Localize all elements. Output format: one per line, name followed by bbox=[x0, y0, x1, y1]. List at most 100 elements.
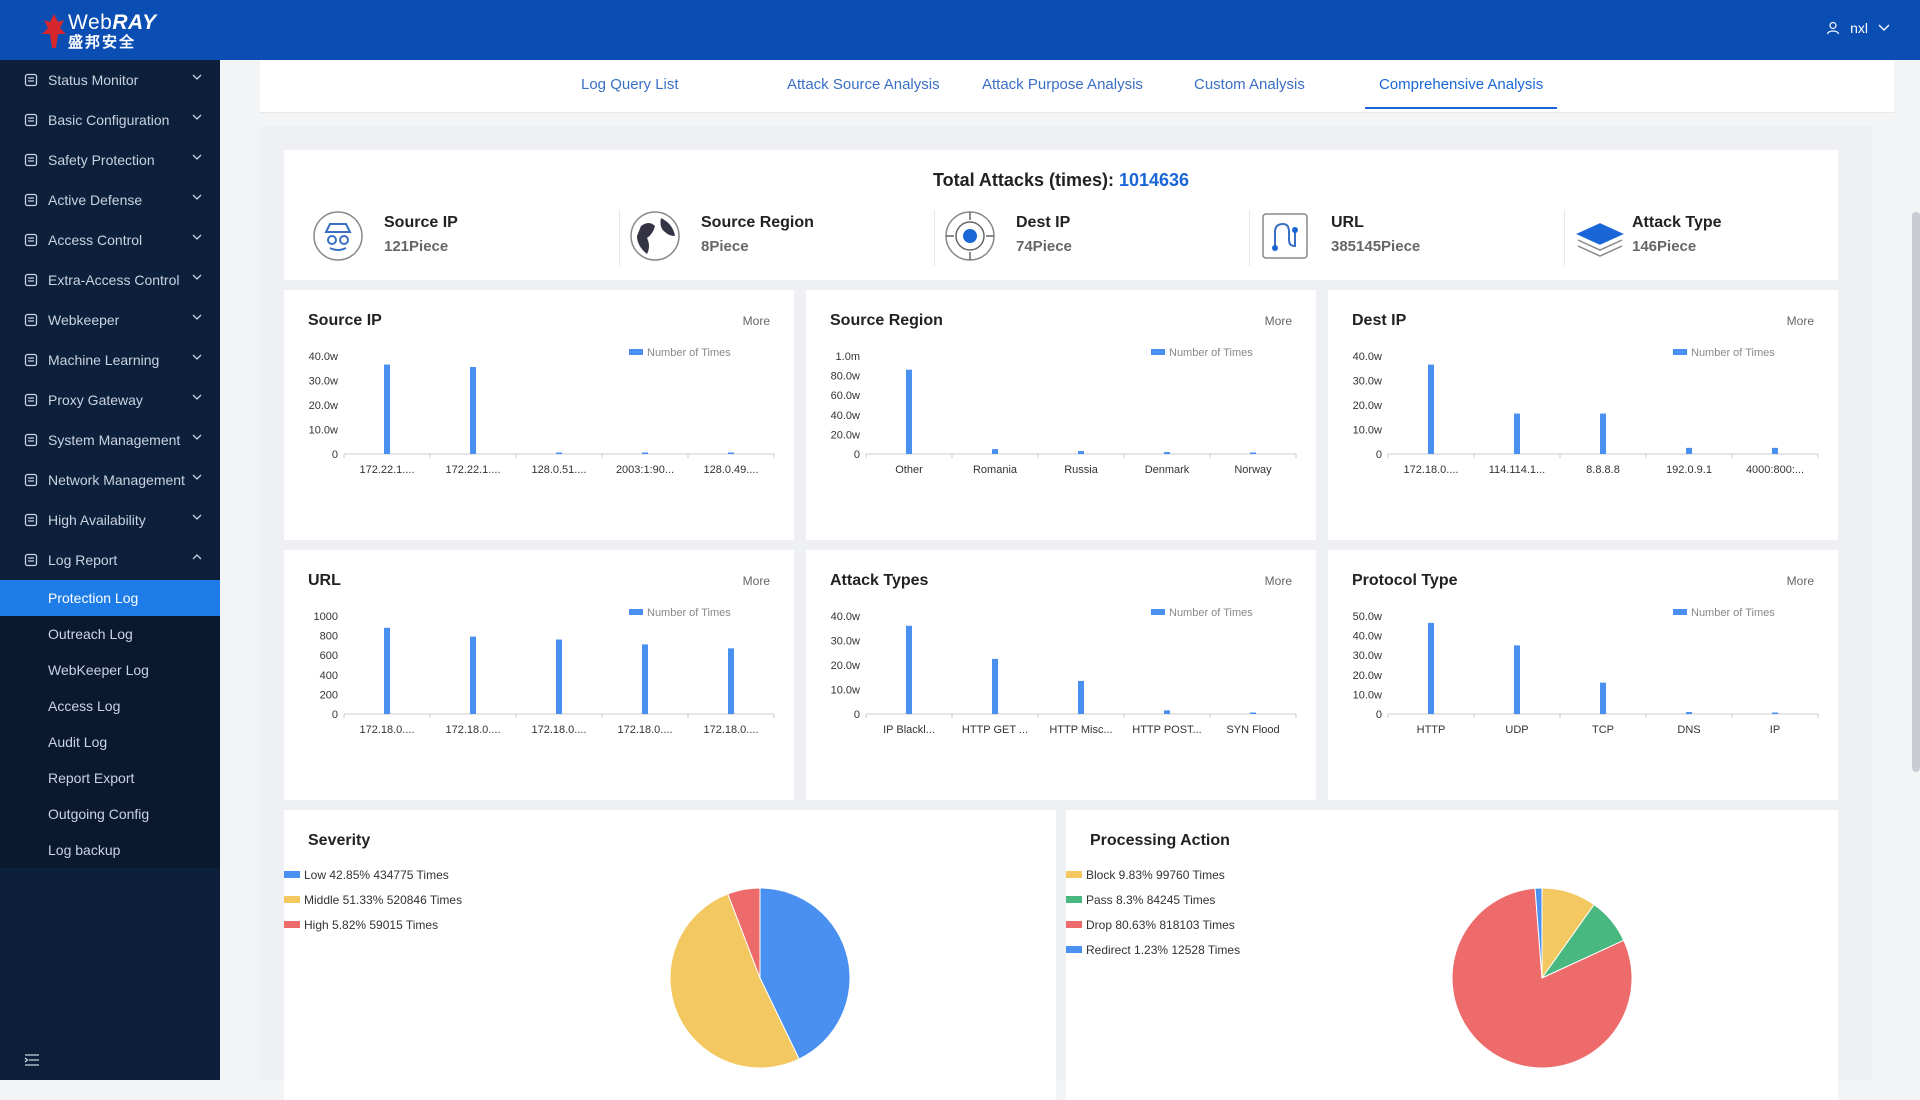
legend-label: Number of Times bbox=[1691, 607, 1775, 619]
x-tick-label: HTTP POST... bbox=[1132, 724, 1201, 736]
sidebar-item-log-report[interactable]: Log Report bbox=[0, 540, 220, 580]
submenu-item-access-log[interactable]: Access Log bbox=[48, 698, 121, 714]
gateway-icon bbox=[24, 393, 38, 407]
chevron-down-icon bbox=[1878, 24, 1890, 31]
y-tick-label: 400 bbox=[320, 670, 338, 682]
sidebar-item-system-management[interactable]: System Management bbox=[0, 420, 220, 460]
source-region-card: Source Region More Number of Times 0 20.0w… bbox=[806, 290, 1316, 540]
scrollbar-thumb[interactable] bbox=[1912, 212, 1920, 772]
x-tick-label: TCP bbox=[1592, 724, 1614, 736]
submenu-item-outgoing-config[interactable]: Outgoing Config bbox=[48, 806, 150, 822]
stat-label: Attack Type bbox=[1632, 214, 1722, 231]
bar bbox=[1600, 682, 1606, 714]
legend-item[interactable]: Block 9.83% 99760 Times bbox=[1066, 862, 1240, 887]
tab-comprehensive-analysis[interactable]: Comprehensive Analysis bbox=[1365, 76, 1558, 109]
legend-item[interactable]: Drop 80.63% 818103 Times bbox=[1066, 912, 1240, 937]
y-tick-label: 600 bbox=[320, 650, 338, 662]
sidebar-item-network-management[interactable]: Network Management bbox=[0, 460, 220, 500]
grid-icon bbox=[24, 233, 38, 247]
tab-custom-analysis[interactable]: Custom Analysis bbox=[1194, 76, 1305, 93]
tab-log-query-list[interactable]: Log Query List bbox=[581, 76, 679, 93]
sidebar-item-status-monitor[interactable]: Status Monitor bbox=[0, 60, 220, 100]
bar bbox=[642, 452, 648, 454]
layers-icon bbox=[1576, 223, 1624, 257]
system-icon bbox=[24, 433, 38, 447]
x-tick-label: UDP bbox=[1505, 724, 1528, 736]
more-link[interactable]: More bbox=[1264, 574, 1292, 588]
y-tick-label: 40.0w bbox=[1353, 351, 1382, 363]
stat-label: URL bbox=[1331, 214, 1364, 231]
bar bbox=[642, 644, 648, 714]
dest-ip-card: Dest IP More Number of Times 0 10.0w 20.0w 3… bbox=[1328, 290, 1838, 540]
collapse-sidebar-button[interactable] bbox=[24, 1053, 40, 1072]
y-tick-label: 10.0w bbox=[831, 685, 860, 697]
protocol-type-chart: Number of Times 0 10.0w 20.0w 30.0w 40.0w 50.0… bbox=[1353, 607, 1819, 736]
bar bbox=[384, 627, 390, 714]
bar bbox=[384, 364, 390, 454]
more-link[interactable]: More bbox=[1264, 314, 1292, 328]
legend-label: Number of Times bbox=[647, 347, 731, 359]
more-link[interactable]: More bbox=[1786, 574, 1814, 588]
sidebar-item-proxy-gateway[interactable]: Proxy Gateway bbox=[0, 380, 220, 420]
y-tick-label: 1.0m bbox=[836, 351, 860, 363]
bar bbox=[1514, 413, 1520, 454]
x-tick-label: 172.18.0.... bbox=[703, 724, 758, 736]
sidebar-item-extra-access-control[interactable]: Extra-Access Control bbox=[0, 260, 220, 300]
chart-title: Source IP bbox=[308, 312, 382, 329]
pie-slice bbox=[669, 893, 800, 1069]
sidebar-item-safety-protection[interactable]: Safety Protection bbox=[0, 140, 220, 180]
webray-logo[interactable]: WebRAY 盛邦安全 bbox=[30, 8, 190, 52]
bar bbox=[1428, 622, 1434, 714]
y-tick-label: 10.0w bbox=[1353, 689, 1382, 701]
x-tick-label: Russia bbox=[1064, 464, 1099, 476]
submenu-item-outreach-log[interactable]: Outreach Log bbox=[48, 626, 133, 642]
sidebar-item-active-defense[interactable]: Active Defense bbox=[0, 180, 220, 220]
defense-icon bbox=[24, 193, 38, 207]
tab-attack-purpose-analysis[interactable]: Attack Purpose Analysis bbox=[982, 76, 1143, 93]
y-tick-label: 200 bbox=[320, 689, 338, 701]
y-tick-label: 40.0w bbox=[309, 351, 338, 363]
source-ip-chart: Number of Times 0 10.0w 20.0w 30.0w 40.0w 172.… bbox=[309, 347, 775, 476]
pie-slice bbox=[727, 887, 761, 979]
sidebar: Status Monitor Basic Configuration Safety … bbox=[0, 60, 220, 1080]
legend-item[interactable]: High 5.82% 59015 Times bbox=[284, 912, 462, 937]
submenu-item-report-export[interactable]: Report Export bbox=[48, 770, 135, 786]
user-menu[interactable]: nxl bbox=[1826, 20, 1890, 36]
sidebar-item-label: Status Monitor bbox=[48, 72, 139, 88]
processing-action-pie-chart bbox=[1451, 887, 1633, 1069]
bar bbox=[1600, 413, 1606, 454]
legend-label: Number of Times bbox=[1691, 347, 1775, 359]
sidebar-item-access-control[interactable]: Access Control bbox=[0, 220, 220, 260]
y-tick-label: 10.0w bbox=[309, 425, 338, 437]
severity-card: Severity Low 42.85% 434775 Times Middle 5… bbox=[284, 810, 1056, 1100]
more-link[interactable]: More bbox=[1786, 314, 1814, 328]
submenu-item-webkeeper-log[interactable]: WebKeeper Log bbox=[48, 662, 149, 678]
more-link[interactable]: More bbox=[742, 314, 770, 328]
submenu-item-log-backup[interactable]: Log backup bbox=[48, 842, 121, 858]
submenu-item-protection-log[interactable]: Protection Log bbox=[0, 580, 220, 616]
sidebar-item-webkeeper[interactable]: Webkeeper bbox=[0, 300, 220, 340]
legend-item[interactable]: Pass 8.3% 84245 Times bbox=[1066, 887, 1240, 912]
sidebar-item-high-availability[interactable]: High Availability bbox=[0, 500, 220, 540]
stat-value: 146Piece bbox=[1632, 238, 1697, 255]
tab-attack-source-analysis[interactable]: Attack Source Analysis bbox=[787, 76, 940, 93]
sidebar-item-basic-configuration[interactable]: Basic Configuration bbox=[0, 100, 220, 140]
shield-icon bbox=[24, 153, 38, 167]
more-link[interactable]: More bbox=[742, 574, 770, 588]
chart-title: Processing Action bbox=[1090, 832, 1230, 849]
globe-icon bbox=[630, 211, 680, 261]
y-tick-label: 30.0w bbox=[1353, 376, 1382, 388]
chevron-down-icon bbox=[192, 194, 202, 200]
submenu-item-audit-log[interactable]: Audit Log bbox=[48, 734, 108, 750]
legend-item[interactable]: Middle 51.33% 520846 Times bbox=[284, 887, 462, 912]
processing-action-legend: Block 9.83% 99760 Times Pass 8.3% 84245 T… bbox=[1066, 862, 1240, 962]
legend-label: Drop 80.63% 818103 Times bbox=[1086, 917, 1235, 932]
y-tick-label: 80.0w bbox=[831, 371, 860, 383]
chart-title: Protocol Type bbox=[1352, 572, 1458, 589]
sidebar-item-machine-learning[interactable]: Machine Learning bbox=[0, 340, 220, 380]
chart-title: Source Region bbox=[830, 312, 943, 329]
chevron-down-icon bbox=[192, 74, 202, 80]
legend-item[interactable]: Redirect 1.23% 12528 Times bbox=[1066, 937, 1240, 962]
legend-item[interactable]: Low 42.85% 434775 Times bbox=[284, 862, 462, 887]
bar bbox=[1078, 451, 1084, 454]
